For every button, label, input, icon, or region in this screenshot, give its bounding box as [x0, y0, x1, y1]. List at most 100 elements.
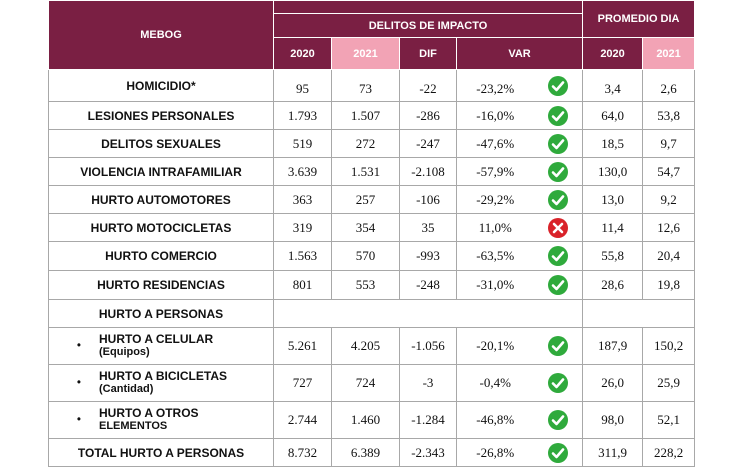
table-row: TOTAL HURTO A PERSONAS 8.732 6.389 -2.343 -2…	[48, 438, 696, 467]
table-row: • HURTO A OTROS ELEMENTOS 2.744 1.460 -1.284-…	[48, 401, 696, 439]
status-indicator	[533, 327, 584, 365]
status-indicator	[533, 129, 584, 158]
value-2020: 5.261	[273, 327, 332, 365]
check-icon	[547, 105, 568, 126]
value-2021: 553	[331, 270, 400, 300]
status-indicator	[533, 213, 584, 242]
value-2021: 1.460	[331, 401, 400, 439]
row-label-sub: (Equipos)	[99, 346, 150, 358]
value-dif: -3	[399, 364, 457, 402]
value-2020: 1.793	[273, 101, 332, 130]
value-2020: 1.563	[273, 241, 332, 271]
value-2021: 4.205	[331, 327, 400, 365]
value-var: -0,4%	[456, 364, 534, 402]
table-row: HURTO AUTOMOTORES 363 257 -106 -29,2% 13,0 9,2	[48, 185, 696, 214]
row-label: HURTO AUTOMOTORES	[48, 185, 274, 214]
value-dif: -106	[399, 185, 457, 214]
row-label: DELITOS SEXUALES	[48, 129, 274, 158]
row-label: • HURTO A CELULAR (Equipos)	[48, 327, 274, 365]
row-label: TOTAL HURTO A PERSONAS	[48, 438, 274, 467]
row-label-main: HURTO A BICICLETAS	[99, 369, 227, 383]
table-row: HURTO COMERCIO 1.563 570 -993 -63,5% 55,8 20,4	[48, 241, 696, 271]
header-2021: 2021	[331, 37, 400, 70]
header-dif: DIF	[399, 37, 457, 70]
check-icon	[547, 189, 568, 210]
value-2020: 363	[273, 185, 332, 214]
value-2021: 1.531	[331, 157, 400, 186]
value-2020: 2.744	[273, 401, 332, 439]
promedio-2020: 11,4	[582, 213, 644, 242]
header-promedio-dia: PROMEDIO DIA	[582, 0, 696, 38]
value-var: -23,2%	[456, 69, 534, 102]
value-dif: -248	[399, 270, 457, 300]
promedio-2021: 2,6	[642, 69, 696, 102]
value-var: -16,0%	[456, 101, 534, 130]
section-spacer	[272, 299, 584, 328]
row-label-main: HURTO A CELULAR	[99, 332, 214, 346]
status-indicator	[533, 241, 584, 271]
row-label: • HURTO A BICICLETAS (Cantidad)	[48, 364, 274, 402]
promedio-2020: 18,5	[582, 129, 644, 158]
check-icon	[547, 442, 568, 463]
promedio-2020: 28,6	[582, 270, 644, 300]
value-2020: 319	[273, 213, 332, 242]
value-var: -20,1%	[456, 327, 534, 365]
row-label: • HURTO A OTROS ELEMENTOS	[48, 401, 274, 439]
value-2021: 724	[331, 364, 400, 402]
table-row: • HURTO A BICICLETAS (Cantidad) 727 724 -3 -0,…	[48, 364, 696, 402]
value-var: -63,5%	[456, 241, 534, 271]
value-2020: 801	[273, 270, 332, 300]
value-2021: 570	[331, 241, 400, 271]
cross-icon	[547, 217, 568, 238]
value-var: -57,9%	[456, 157, 534, 186]
promedio-2021: 54,7	[642, 157, 696, 186]
value-2020: 8.732	[273, 438, 332, 467]
header-delitos-impacto: DELITOS DE IMPACTO	[272, 13, 584, 38]
value-dif: 35	[399, 213, 457, 242]
header-promedio-2021: 2021	[642, 37, 696, 70]
promedio-2021: 20,4	[642, 241, 696, 271]
value-dif: -247	[399, 129, 457, 158]
value-dif: -1.284	[399, 401, 457, 439]
promedio-2020: 55,8	[582, 241, 644, 271]
header-promedio-2020: 2020	[582, 37, 644, 70]
value-var: -31,0%	[456, 270, 534, 300]
promedio-2020: 311,9	[582, 438, 644, 467]
row-label: VIOLENCIA INTRAFAMILIAR	[48, 157, 274, 186]
row-label: HOMICIDIO*	[48, 69, 274, 102]
row-label: LESIONES PERSONALES	[48, 101, 274, 130]
value-2021: 272	[331, 129, 400, 158]
value-dif: -2.343	[399, 438, 457, 467]
table-row: VIOLENCIA INTRAFAMILIAR 3.639 1.531 -2.108-…	[48, 157, 696, 186]
promedio-2021: 150,2	[642, 327, 696, 365]
status-indicator	[533, 157, 584, 186]
check-icon	[547, 336, 568, 356]
bullet-icon: •	[77, 413, 81, 426]
header-mebog: MEBOG	[48, 0, 274, 70]
table-row: DELITOS SEXUALES 519 272 -247 -47,6% 18,5 9,7	[48, 129, 696, 158]
value-dif: -286	[399, 101, 457, 130]
row-label-sub: ELEMENTOS	[99, 420, 168, 432]
promedio-2020: 187,9	[582, 327, 644, 365]
status-indicator	[533, 438, 584, 467]
value-var: -29,2%	[456, 185, 534, 214]
value-2021: 1.507	[331, 101, 400, 130]
row-label: HURTO MOTOCICLETAS	[48, 213, 274, 242]
value-var: -26,8%	[456, 438, 534, 467]
promedio-2021: 228,2	[642, 438, 696, 467]
promedio-2021: 12,6	[642, 213, 696, 242]
promedio-2020: 98,0	[582, 401, 644, 439]
check-icon	[547, 246, 568, 266]
check-icon	[547, 133, 568, 154]
value-2020: 519	[273, 129, 332, 158]
check-icon	[547, 161, 568, 182]
bullet-icon: •	[77, 376, 81, 389]
promedio-2021: 53,8	[642, 101, 696, 130]
table-row: HURTO A PERSONAS	[48, 299, 696, 328]
header-var: VAR	[455, 37, 584, 70]
promedio-2020: 13,0	[582, 185, 644, 214]
status-indicator	[533, 69, 584, 102]
promedio-2021: 52,1	[642, 401, 696, 439]
row-label: HURTO COMERCIO	[48, 241, 274, 271]
status-indicator	[533, 185, 584, 214]
